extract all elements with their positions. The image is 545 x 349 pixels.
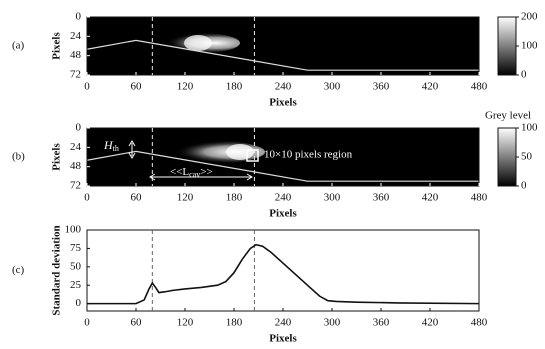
y-tick-label: 48 bbox=[70, 160, 82, 172]
colorbar-tick-label: 50 bbox=[521, 151, 533, 163]
x-tick-label: 60 bbox=[131, 317, 143, 329]
jet-core bbox=[226, 144, 254, 160]
x-tick-label: 180 bbox=[226, 81, 243, 93]
x-tick-label: 420 bbox=[422, 192, 439, 204]
colorbar bbox=[498, 17, 516, 75]
sub: th bbox=[113, 144, 119, 153]
colorbar-tick-label: 200 bbox=[521, 11, 538, 23]
x-axis-label: Pixels bbox=[269, 97, 297, 109]
x-tick-label: 180 bbox=[226, 192, 243, 204]
sub: cav bbox=[189, 170, 200, 179]
x-tick-label: 180 bbox=[226, 317, 243, 329]
y-axis-label: Standard deviation bbox=[51, 225, 63, 315]
x-tick-label: 360 bbox=[373, 81, 390, 93]
x-tick-label: 240 bbox=[275, 317, 292, 329]
x-tick-label: 60 bbox=[131, 192, 143, 204]
y-tick-label: 24 bbox=[70, 30, 82, 42]
text: <<L bbox=[170, 166, 189, 178]
x-tick-label: 300 bbox=[324, 192, 341, 204]
y-tick-label: 24 bbox=[70, 141, 82, 153]
colorbar-tick-label: 100 bbox=[521, 40, 538, 52]
x-tick-label: 420 bbox=[422, 317, 439, 329]
y-tick-label: 100 bbox=[65, 224, 82, 236]
panel-label: (b) bbox=[12, 151, 25, 163]
y-tick-label: 0 bbox=[76, 297, 82, 309]
x-axis-label: Pixels bbox=[269, 333, 297, 345]
y-tick-label: 72 bbox=[70, 69, 81, 81]
jet-core bbox=[184, 35, 212, 51]
y-tick-label: 48 bbox=[70, 49, 82, 61]
y-tick-label: 0 bbox=[76, 122, 82, 134]
x-tick-label: 0 bbox=[84, 317, 90, 329]
y-axis-label: Pixels bbox=[51, 32, 63, 60]
x-tick-label: 480 bbox=[471, 81, 488, 93]
x-tick-label: 240 bbox=[275, 81, 292, 93]
x-tick-label: 420 bbox=[422, 81, 439, 93]
figure: 0601201802403003604204800244872PixelsPix… bbox=[0, 0, 545, 349]
tail: >> bbox=[200, 166, 212, 178]
x-tick-label: 120 bbox=[177, 317, 194, 329]
x-tick-label: 360 bbox=[373, 192, 390, 204]
x-axis-label: Pixels bbox=[269, 208, 297, 220]
x-tick-label: 120 bbox=[177, 192, 194, 204]
colorbar bbox=[498, 128, 516, 186]
region-label: 10×10 pixels region bbox=[264, 149, 353, 161]
x-tick-label: 60 bbox=[131, 81, 143, 93]
y-tick-label: 72 bbox=[70, 180, 81, 192]
x-tick-label: 0 bbox=[84, 81, 90, 93]
y-axis-label: Pixels bbox=[51, 143, 63, 171]
colorbar-label: Grey level bbox=[485, 110, 531, 122]
panel-label: (a) bbox=[12, 40, 25, 52]
x-tick-label: 300 bbox=[324, 81, 341, 93]
x-tick-label: 240 bbox=[275, 192, 292, 204]
x-tick-label: 360 bbox=[373, 317, 390, 329]
x-tick-label: 300 bbox=[324, 317, 341, 329]
x-tick-label: 480 bbox=[471, 192, 488, 204]
x-tick-label: 120 bbox=[177, 81, 194, 93]
colorbar-tick-label: 100 bbox=[521, 122, 538, 134]
x-tick-label: 480 bbox=[471, 317, 488, 329]
x-tick-label: 0 bbox=[84, 192, 90, 204]
y-tick-label: 75 bbox=[70, 242, 82, 254]
panel-label: (c) bbox=[12, 264, 25, 276]
colorbar-tick-label: 0 bbox=[521, 69, 527, 81]
y-tick-label: 0 bbox=[76, 11, 82, 23]
y-tick-label: 25 bbox=[70, 279, 82, 291]
y-tick-label: 50 bbox=[70, 260, 82, 272]
line-series bbox=[87, 245, 479, 304]
plot-frame bbox=[87, 230, 479, 311]
colorbar-tick-label: 0 bbox=[521, 180, 527, 192]
